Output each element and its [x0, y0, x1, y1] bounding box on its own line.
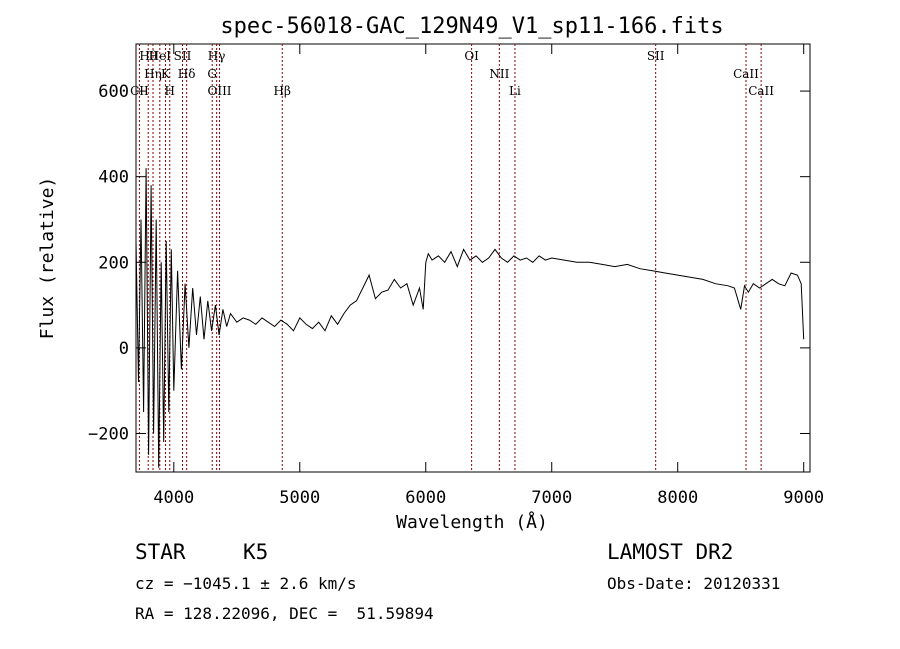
line-marker-label: Hδ	[178, 67, 196, 81]
line-marker-label: G	[207, 67, 217, 81]
line-marker-label: HeI	[149, 49, 172, 63]
x-tick-label: 7000	[531, 488, 572, 508]
emission-line-markers: HθHηCIIHeIKHSIIHδOIIIHγGHβOINIILiSIICaII…	[130, 44, 774, 472]
sky-coordinates: RA = 128.22096, DEC = 51.59894	[135, 604, 434, 623]
line-marker-label: Hγ	[208, 49, 226, 63]
x-axis-label: Wavelength (Å)	[396, 511, 548, 533]
y-axis-label: Flux (relative)	[37, 177, 58, 340]
redshift-velocity: cz = −1045.1 ± 2.6 km/s	[135, 574, 357, 593]
axis-ticks: 4000 5000 6000 7000 8000 9000 −200 0 200 400 600	[88, 44, 824, 508]
line-marker-label: SII	[174, 49, 192, 63]
survey-name: LAMOST DR2	[607, 540, 734, 564]
x-tick-label: 6000	[405, 488, 446, 508]
y-tick-label: 0	[119, 339, 129, 359]
line-marker-label: Hβ	[274, 84, 291, 98]
line-marker-label: Hη	[144, 67, 162, 81]
line-marker-label: SII	[647, 49, 665, 63]
object-subclass: K5	[243, 540, 269, 564]
line-marker-label: Li	[509, 84, 521, 98]
x-tick-label: 9000	[783, 488, 824, 508]
observation-date: Obs-Date: 20120331	[607, 574, 781, 593]
line-marker-label: NII	[489, 67, 509, 81]
y-tick-label: 600	[98, 82, 129, 102]
x-tick-label: 4000	[153, 488, 194, 508]
line-marker-label: OI	[464, 49, 479, 63]
line-marker-label: K	[161, 67, 171, 81]
y-tick-label: 200	[98, 253, 129, 273]
chart-title: spec-56018-GAC_129N49_V1_sp11-166.fits	[220, 14, 723, 39]
x-tick-label: 8000	[657, 488, 698, 508]
line-marker-label: OIII	[207, 84, 231, 98]
line-marker-label: CaII	[733, 67, 759, 81]
x-tick-label: 5000	[279, 488, 320, 508]
line-marker-label: H	[165, 84, 175, 98]
y-tick-label: 400	[98, 168, 129, 188]
spectrum-line	[135, 168, 805, 468]
line-marker-label: CaII	[748, 84, 774, 98]
y-tick-label: −200	[88, 424, 129, 444]
object-class: STAR	[135, 540, 186, 564]
